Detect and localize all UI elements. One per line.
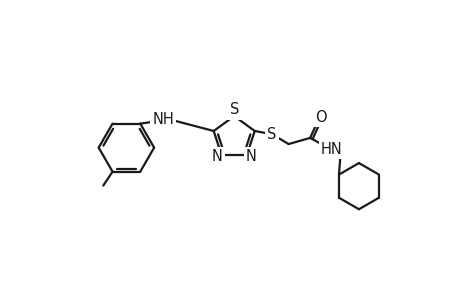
Text: N: N [246, 149, 257, 164]
Text: S: S [266, 127, 276, 142]
Text: N: N [211, 149, 222, 164]
Text: S: S [229, 102, 238, 117]
Text: O: O [314, 110, 326, 124]
Text: NH: NH [152, 112, 174, 127]
Text: HN: HN [320, 142, 342, 157]
